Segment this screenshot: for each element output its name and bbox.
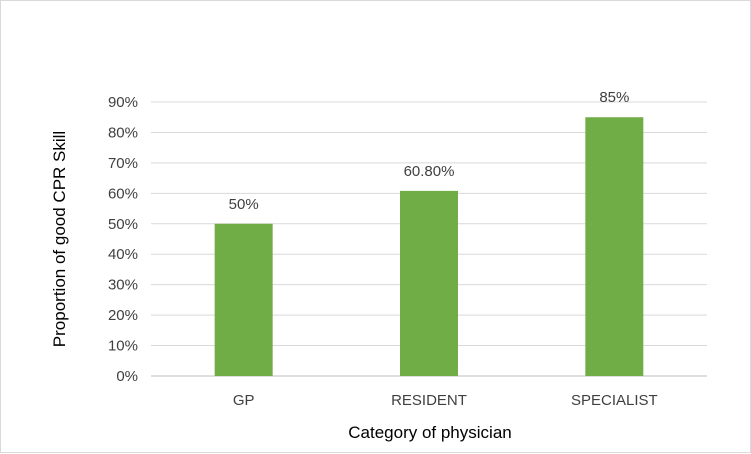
- y-tick-label: 0%: [116, 368, 138, 385]
- y-tick-label: 10%: [108, 338, 138, 355]
- bar-resident: [400, 190, 458, 376]
- y-tick-label: 20%: [108, 307, 138, 324]
- data-label-specialist: 85%: [599, 89, 629, 106]
- data-labels: 50% 60.80% 85%: [229, 89, 630, 213]
- y-tick-label: 70%: [108, 155, 138, 172]
- bar-specialist: [585, 117, 644, 376]
- y-tick-label: 60%: [108, 185, 138, 202]
- y-tick-label: 50%: [108, 216, 138, 233]
- x-tick-label-resident: RESIDENT: [391, 392, 467, 409]
- data-label-gp: 50%: [229, 196, 259, 213]
- x-tick-label-gp: GP: [233, 392, 255, 409]
- y-tick-label: 90%: [108, 94, 138, 111]
- y-tick-label: 30%: [108, 277, 138, 294]
- y-axis-title: Proportion of good CPR Skill: [50, 131, 69, 347]
- y-tick-label: 40%: [108, 246, 138, 263]
- y-tick-labels: 0% 10% 20% 30% 40% 50% 60% 70% 80% 90%: [108, 94, 138, 385]
- x-axis-title: Category of physician: [348, 423, 511, 442]
- data-label-resident: 60.80%: [404, 163, 455, 180]
- bars: [214, 117, 644, 376]
- x-tick-label-specialist: SPECIALIST: [571, 392, 658, 409]
- bar-gp: [214, 223, 273, 376]
- y-tick-label: 80%: [108, 124, 138, 141]
- x-tick-labels: GP RESIDENT SPECIALIST: [233, 392, 658, 409]
